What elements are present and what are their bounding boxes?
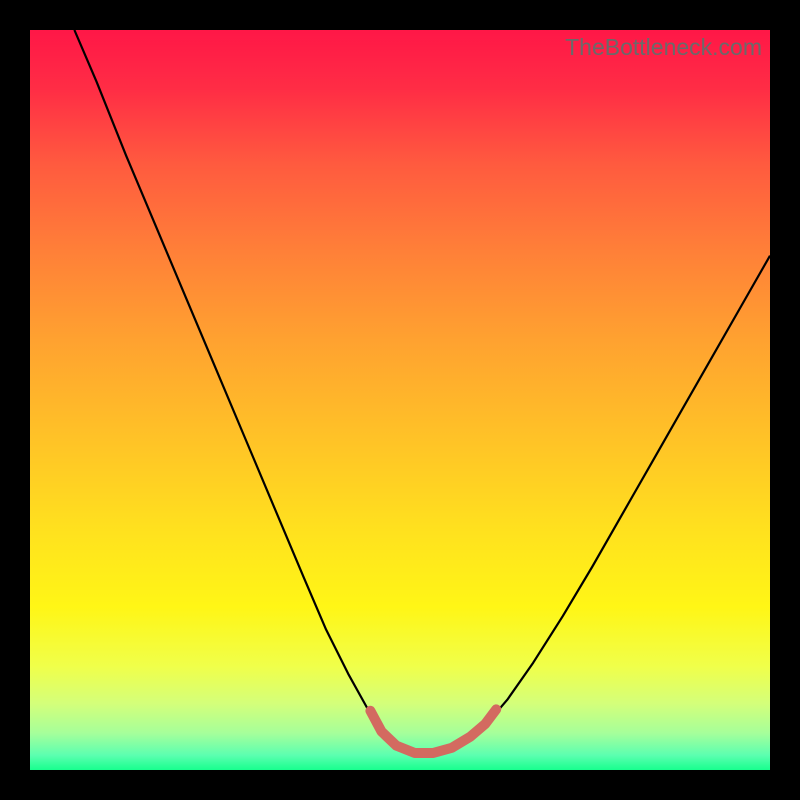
outer-frame: TheBottleneck.com xyxy=(0,0,800,800)
v-curve xyxy=(74,30,770,753)
chart-svg xyxy=(30,30,770,770)
bottom-segment xyxy=(370,709,496,753)
plot-area: TheBottleneck.com xyxy=(30,30,770,770)
watermark-text: TheBottleneck.com xyxy=(565,34,762,61)
